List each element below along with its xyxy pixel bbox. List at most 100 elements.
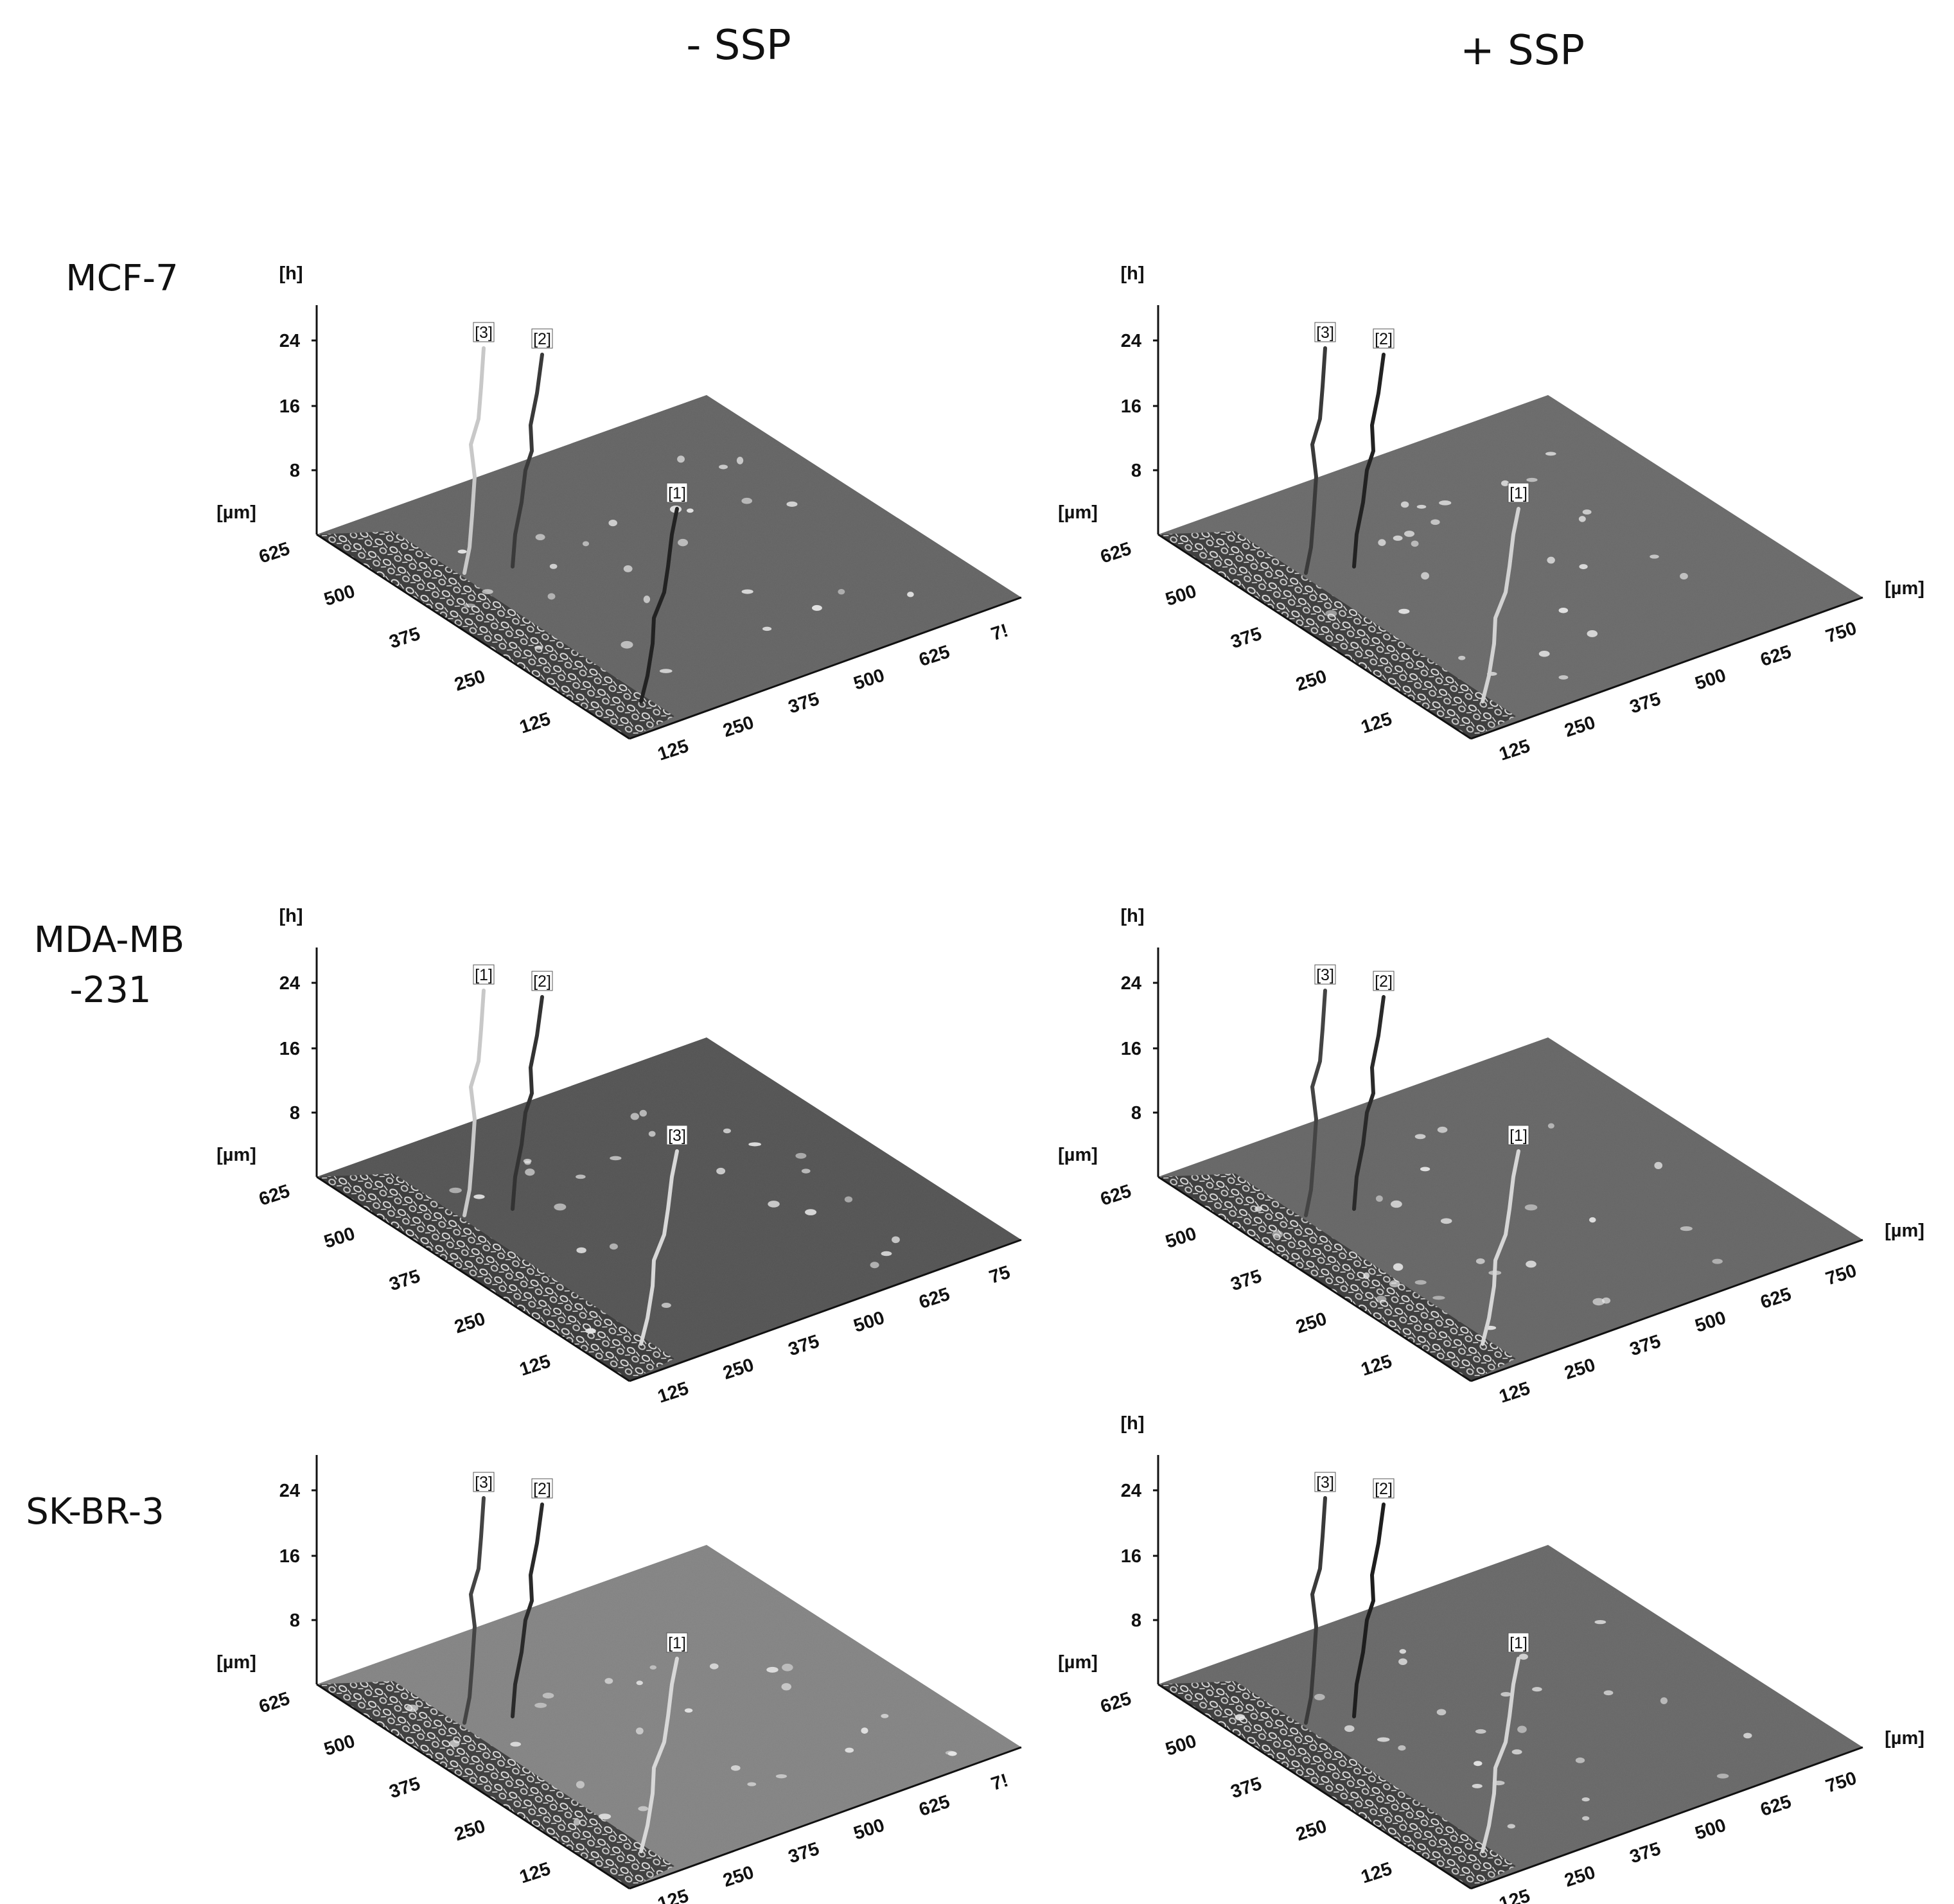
cell-spot <box>805 1209 817 1215</box>
cell-spot <box>576 1781 585 1789</box>
cell-spot <box>1716 1774 1729 1779</box>
trajectory-label: [3] <box>1316 966 1334 984</box>
cell-spot <box>1389 1280 1400 1288</box>
cell-spot <box>1680 572 1688 580</box>
cell-spot <box>1592 1298 1605 1306</box>
cell-spot <box>661 1303 671 1309</box>
cell-spot <box>1272 1230 1283 1238</box>
x-tick-label: 125 <box>1497 1378 1533 1407</box>
y-tick-label: 375 <box>1228 1266 1264 1295</box>
trajectory-line <box>639 1149 679 1346</box>
x-tick-label: 500 <box>851 1815 887 1844</box>
y-tick-label: 625 <box>256 1688 292 1717</box>
z-tick-label: 24 <box>279 973 300 994</box>
y-tick-label: 625 <box>1098 1688 1134 1717</box>
z-tick-label: 16 <box>279 1039 300 1059</box>
trajectory-line <box>1304 1496 1327 1725</box>
cell-spot <box>1436 1709 1447 1716</box>
cell-spot <box>473 1194 485 1199</box>
trajectory-line <box>639 1657 679 1853</box>
x-tick-label: 375 <box>786 1838 822 1867</box>
cell-spot <box>630 1113 639 1120</box>
cell-spot <box>542 1693 554 1699</box>
cell-spot <box>609 1243 618 1250</box>
row-label-mcf7: MCF-7 <box>66 258 178 299</box>
trajectory-line <box>1352 995 1386 1211</box>
cell-spot <box>741 589 753 594</box>
y-axis <box>316 1683 630 1890</box>
cell-spot <box>748 1142 761 1147</box>
x-tick-label: 375 <box>1627 1331 1663 1360</box>
cell-spot <box>1582 509 1592 515</box>
cell-spot <box>1411 540 1419 547</box>
condition-header-minus-ssp: - SSP <box>686 22 791 69</box>
cell-spot <box>768 1201 780 1208</box>
trajectory-label: [3] <box>475 324 493 342</box>
y-tick-label: 375 <box>1228 624 1264 653</box>
x-tick-label: 250 <box>721 712 757 741</box>
x-tick-label: 375 <box>786 689 822 718</box>
cell-spot <box>684 1708 693 1713</box>
cell-spot <box>1254 1206 1262 1212</box>
x-tick-label: 250 <box>1562 1862 1598 1891</box>
panel-1-1: 81624[h][µm]6255003752501251252503755006… <box>1058 906 1924 1407</box>
y-axis <box>316 1176 630 1382</box>
cell-spot <box>1430 519 1440 525</box>
cell-spot <box>1377 1737 1390 1742</box>
z-tick-label: 24 <box>1121 1481 1141 1501</box>
cell-spot <box>635 1727 644 1735</box>
cell-spot <box>1475 1729 1486 1734</box>
cell-spot <box>482 589 493 594</box>
x-tick-label: 7! <box>989 1770 1010 1795</box>
cell-spot <box>1743 1732 1752 1739</box>
cell-spot <box>1378 539 1386 546</box>
cell-spot <box>1603 1690 1614 1696</box>
trajectory-label: [1] <box>668 1634 686 1652</box>
cell-band <box>317 1681 674 1889</box>
cell-spot <box>1680 1226 1693 1231</box>
trajectory-label-box <box>666 482 688 503</box>
trajectory-label-box <box>473 964 495 985</box>
x-tick-label: 250 <box>1562 712 1598 741</box>
cell-spot <box>1501 1691 1511 1697</box>
panel-0-0: 81624[h][µm]6255003752501251252503755006… <box>216 263 1022 765</box>
cell-spot <box>608 520 617 527</box>
trajectory-label-box <box>531 1478 553 1499</box>
cell-spot <box>741 497 753 504</box>
y-tick-label: 500 <box>322 581 358 610</box>
scattered-cells <box>449 1109 900 1334</box>
y-tick-label: 125 <box>1359 1858 1395 1887</box>
z-tick-label: 8 <box>1131 1610 1141 1631</box>
cell-spot <box>686 508 694 513</box>
x-tick-label: 250 <box>1562 1355 1598 1384</box>
x-tick-label: 125 <box>655 1378 691 1407</box>
y-tick-label: 125 <box>517 1351 553 1380</box>
scattered-cells <box>1235 1619 1752 1829</box>
trajectory-line <box>1304 989 1327 1217</box>
cell-spot <box>643 595 651 603</box>
trajectory-line <box>462 1496 486 1725</box>
cell-spot <box>524 1160 531 1165</box>
z-tick-label: 16 <box>1121 396 1141 417</box>
trajectory-label: [1] <box>475 966 493 984</box>
cell-spot <box>1439 500 1452 506</box>
cell-spot <box>1344 1725 1355 1732</box>
scattered-cells <box>405 1663 957 1826</box>
trajectory-label-box <box>1314 964 1336 985</box>
z-tick-label: 16 <box>279 396 300 417</box>
cell-spot <box>801 1168 811 1174</box>
z-unit-label: [h] <box>1120 1413 1144 1434</box>
cell-spot <box>1518 1653 1528 1660</box>
trajectory-label-box <box>473 322 495 342</box>
cell-spot <box>747 1782 757 1786</box>
x-tick-label: 625 <box>1758 1792 1794 1820</box>
y-tick-label: 500 <box>322 1223 358 1252</box>
y-tick-label: 625 <box>256 538 292 567</box>
trajectory-line <box>462 346 486 575</box>
cell-spot <box>861 1727 868 1734</box>
cell-spot <box>1501 480 1510 486</box>
cell-spot <box>1416 504 1427 509</box>
y-tick-label: 375 <box>387 624 423 653</box>
cell-spot <box>1547 556 1555 564</box>
